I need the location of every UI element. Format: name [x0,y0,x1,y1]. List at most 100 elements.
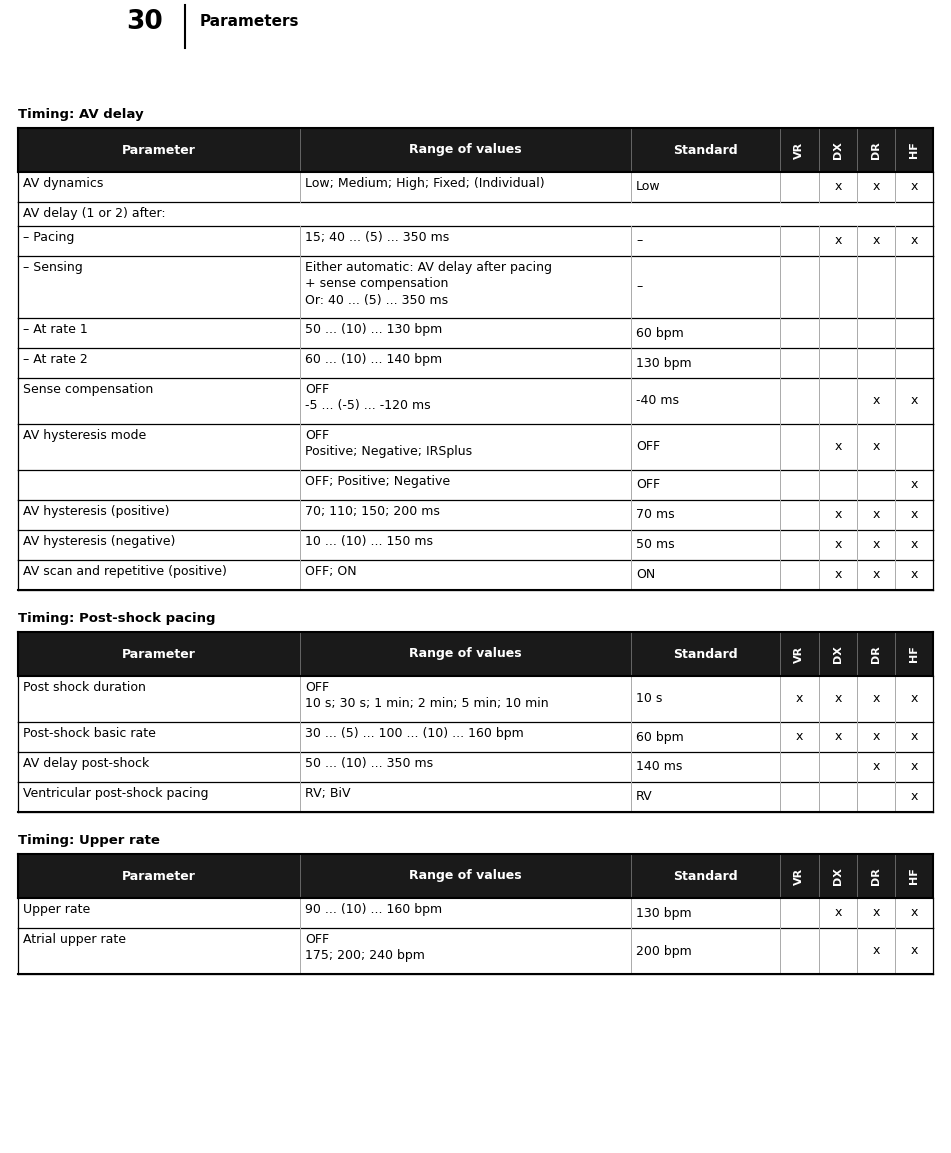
Text: –: – [636,280,642,294]
Text: ON: ON [636,568,655,581]
Text: 50 ms: 50 ms [636,538,674,551]
Text: AV dynamics: AV dynamics [23,178,104,190]
Text: x: x [910,478,918,491]
Text: x: x [910,791,918,804]
Text: x: x [796,731,803,744]
Text: –: – [636,234,642,248]
Text: x: x [873,440,880,453]
Text: x: x [873,394,880,407]
Text: Parameter: Parameter [122,143,196,157]
Text: OFF
175; 200; 240 bpm: OFF 175; 200; 240 bpm [305,933,425,963]
Text: x: x [910,568,918,581]
Text: x: x [910,508,918,521]
Text: – Sensing: – Sensing [23,261,83,274]
Text: Upper rate: Upper rate [23,903,90,915]
Text: x: x [910,234,918,248]
Text: 10 s: 10 s [636,693,663,706]
Text: Parameter: Parameter [122,869,196,882]
Text: Standard: Standard [673,648,738,661]
Text: Standard: Standard [673,869,738,882]
Text: VR: VR [794,646,805,663]
Text: x: x [834,440,842,453]
Text: Low; Medium; High; Fixed; (Individual): Low; Medium; High; Fixed; (Individual) [305,178,544,190]
Text: Parameter: Parameter [122,648,196,661]
Text: DR: DR [871,646,882,663]
Text: DX: DX [833,141,843,159]
Text: x: x [873,761,880,774]
Text: Atrial upper rate: Atrial upper rate [23,933,126,945]
Text: Range of values: Range of values [409,648,522,661]
Text: Range of values: Range of values [409,143,522,157]
Text: OFF; ON: OFF; ON [305,565,357,578]
Text: DX: DX [833,867,843,886]
Text: VR: VR [794,867,805,884]
Text: Range of values: Range of values [409,869,522,882]
Text: HF: HF [909,646,920,662]
Text: AV delay (1 or 2) after:: AV delay (1 or 2) after: [23,208,165,220]
Text: -40 ms: -40 ms [636,394,679,407]
Text: x: x [910,538,918,551]
Text: Timing: Post-shock pacing: Timing: Post-shock pacing [18,612,216,625]
Text: AV scan and repetitive (positive): AV scan and repetitive (positive) [23,565,227,578]
Text: RV; BiV: RV; BiV [305,787,350,800]
Text: Post-shock basic rate: Post-shock basic rate [23,728,156,740]
Text: x: x [834,234,842,248]
Text: 30: 30 [126,9,164,35]
Text: OFF
-5 ... (-5) ... -120 ms: OFF -5 ... (-5) ... -120 ms [305,383,431,413]
Bar [18,632,933,676]
Text: 10 ... (10) ... 150 ms: 10 ... (10) ... 150 ms [305,535,433,548]
Text: x: x [834,508,842,521]
Text: OFF; Positive; Negative: OFF; Positive; Negative [305,475,450,488]
Text: x: x [910,394,918,407]
Text: Standard: Standard [673,143,738,157]
Text: x: x [873,508,880,521]
Text: x: x [910,944,918,957]
Text: AV hysteresis (negative): AV hysteresis (negative) [23,535,175,548]
Text: HF: HF [909,867,920,884]
Text: AV hysteresis (positive): AV hysteresis (positive) [23,505,169,518]
Text: 70; 110; 150; 200 ms: 70; 110; 150; 200 ms [305,505,439,518]
Text: 130 bpm: 130 bpm [636,356,691,369]
Text: x: x [834,731,842,744]
Text: x: x [834,568,842,581]
Text: 90 ... (10) ... 160 bpm: 90 ... (10) ... 160 bpm [305,903,442,915]
Text: x: x [873,234,880,248]
Text: – Pacing: – Pacing [23,231,74,244]
Text: x: x [834,906,842,919]
Text: x: x [873,906,880,919]
Text: Either automatic: AV delay after pacing
+ sense compensation
Or: 40 ... (5) ... : Either automatic: AV delay after pacing … [305,261,552,307]
Text: Parameters: Parameters [200,15,300,30]
Text: x: x [873,693,880,706]
Text: 60 bpm: 60 bpm [636,731,684,744]
Text: Sense compensation: Sense compensation [23,383,153,395]
Text: x: x [873,944,880,957]
Text: x: x [834,181,842,194]
Text: OFF
10 s; 30 s; 1 min; 2 min; 5 min; 10 min: OFF 10 s; 30 s; 1 min; 2 min; 5 min; 10 … [305,681,549,710]
Text: 50 ... (10) ... 130 bpm: 50 ... (10) ... 130 bpm [305,323,442,336]
Text: x: x [834,693,842,706]
Text: 140 ms: 140 ms [636,761,683,774]
Text: x: x [873,181,880,194]
Text: Timing: Upper rate: Timing: Upper rate [18,834,160,847]
Text: Low: Low [636,181,661,194]
Text: AV delay post-shock: AV delay post-shock [23,758,149,770]
Text: DX: DX [833,645,843,663]
Text: x: x [910,181,918,194]
Text: x: x [910,906,918,919]
Text: x: x [910,693,918,706]
Text: RV: RV [636,791,652,804]
Bar [18,854,933,898]
Text: HF: HF [909,142,920,158]
Text: – At rate 2: – At rate 2 [23,353,87,366]
Text: x: x [910,761,918,774]
Text: AV hysteresis mode: AV hysteresis mode [23,429,146,442]
Text: 50 ... (10) ... 350 ms: 50 ... (10) ... 350 ms [305,758,433,770]
Bar [18,128,933,172]
Text: 60 bpm: 60 bpm [636,326,684,339]
Text: OFF
Positive; Negative; IRSplus: OFF Positive; Negative; IRSplus [305,429,472,459]
Text: VR: VR [794,142,805,159]
Text: 15; 40 ... (5) ... 350 ms: 15; 40 ... (5) ... 350 ms [305,231,449,244]
Text: 30 ... (5) ... 100 ... (10) ... 160 bpm: 30 ... (5) ... 100 ... (10) ... 160 bpm [305,728,524,740]
Text: x: x [873,568,880,581]
Text: Post shock duration: Post shock duration [23,681,146,694]
